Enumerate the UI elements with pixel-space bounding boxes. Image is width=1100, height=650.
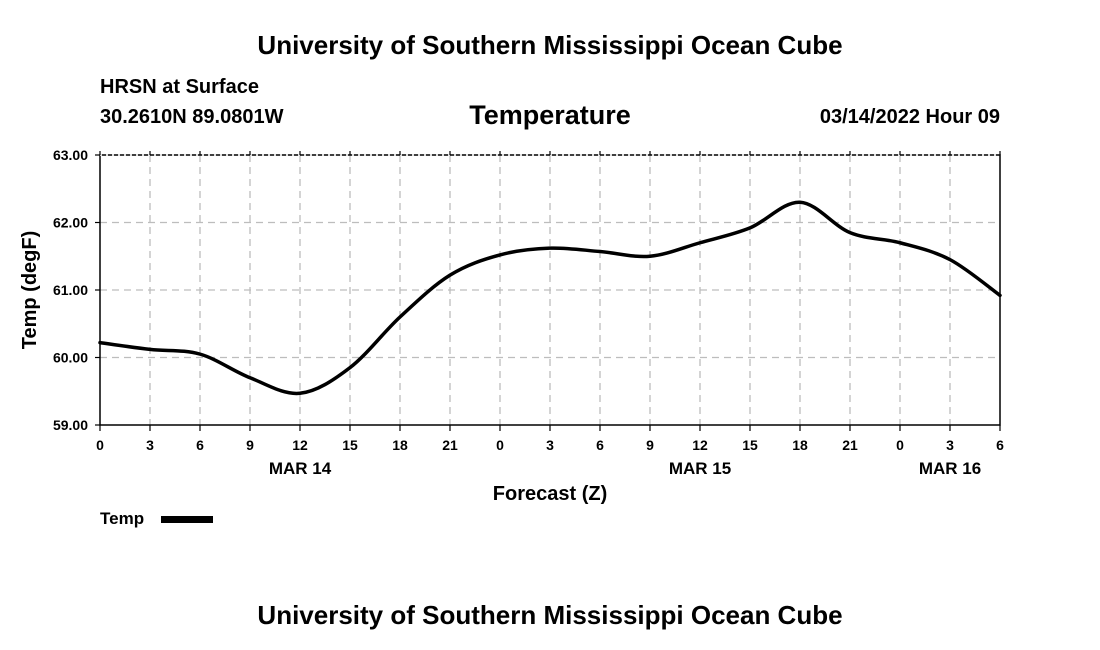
x-tick-label: 9	[246, 437, 254, 453]
date-label: MAR 15	[669, 459, 731, 478]
legend-swatch	[161, 516, 213, 523]
x-tick-label: 18	[392, 437, 408, 453]
x-tick-label: 18	[792, 437, 808, 453]
x-tick-label: 6	[196, 437, 204, 453]
y-axis-label: Temp (degF)	[19, 231, 41, 350]
y-tick-label: 60.00	[53, 350, 88, 366]
x-tick-label: 0	[496, 437, 504, 453]
axis-ticks	[95, 151, 1001, 431]
series-line-temp	[98, 200, 1002, 396]
station-coordinates: 30.2610N 89.0801W	[100, 106, 284, 128]
forecast-datetime: 03/14/2022 Hour 09	[819, 106, 1000, 128]
x-tick-label: 12	[692, 437, 708, 453]
x-axis-label: Forecast (Z)	[493, 483, 607, 505]
x-tick-label: 15	[742, 437, 758, 453]
date-label: MAR 14	[269, 459, 332, 478]
station-label: HRSN at Surface	[100, 76, 259, 98]
x-tick-label: 3	[946, 437, 954, 453]
x-tick-label: 6	[996, 437, 1004, 453]
x-tick-label: 9	[646, 437, 654, 453]
chart-grid	[100, 155, 1000, 425]
x-tick-label: 21	[842, 437, 858, 453]
y-tick-label: 59.00	[53, 417, 88, 433]
y-tick-labels: 59.00 60.00 61.00 62.00 63.00	[53, 147, 88, 433]
x-tick-label: 0	[96, 437, 104, 453]
x-tick-label: 0	[896, 437, 904, 453]
footer-title: University of Southern Mississippi Ocean…	[257, 600, 843, 630]
x-tick-label: 3	[546, 437, 554, 453]
x-tick-label: 12	[292, 437, 308, 453]
y-tick-label: 63.00	[53, 147, 88, 163]
legend-label: Temp	[100, 509, 145, 528]
page-title: University of Southern Mississippi Ocean…	[257, 30, 843, 60]
x-tick-label: 3	[146, 437, 154, 453]
chart-title: Temperature	[469, 100, 631, 130]
date-labels: MAR 14 MAR 15 MAR 16	[269, 459, 981, 478]
y-tick-label: 61.00	[53, 282, 88, 298]
x-tick-label: 6	[596, 437, 604, 453]
date-label: MAR 16	[919, 459, 981, 478]
x-tick-label: 21	[442, 437, 458, 453]
x-tick-labels: 0 3 6 9 12 15 18 21 0 3 6 9 12 15 18 21 0 3 6	[96, 437, 1004, 453]
y-tick-label: 62.00	[53, 215, 88, 231]
x-tick-label: 15	[342, 437, 358, 453]
